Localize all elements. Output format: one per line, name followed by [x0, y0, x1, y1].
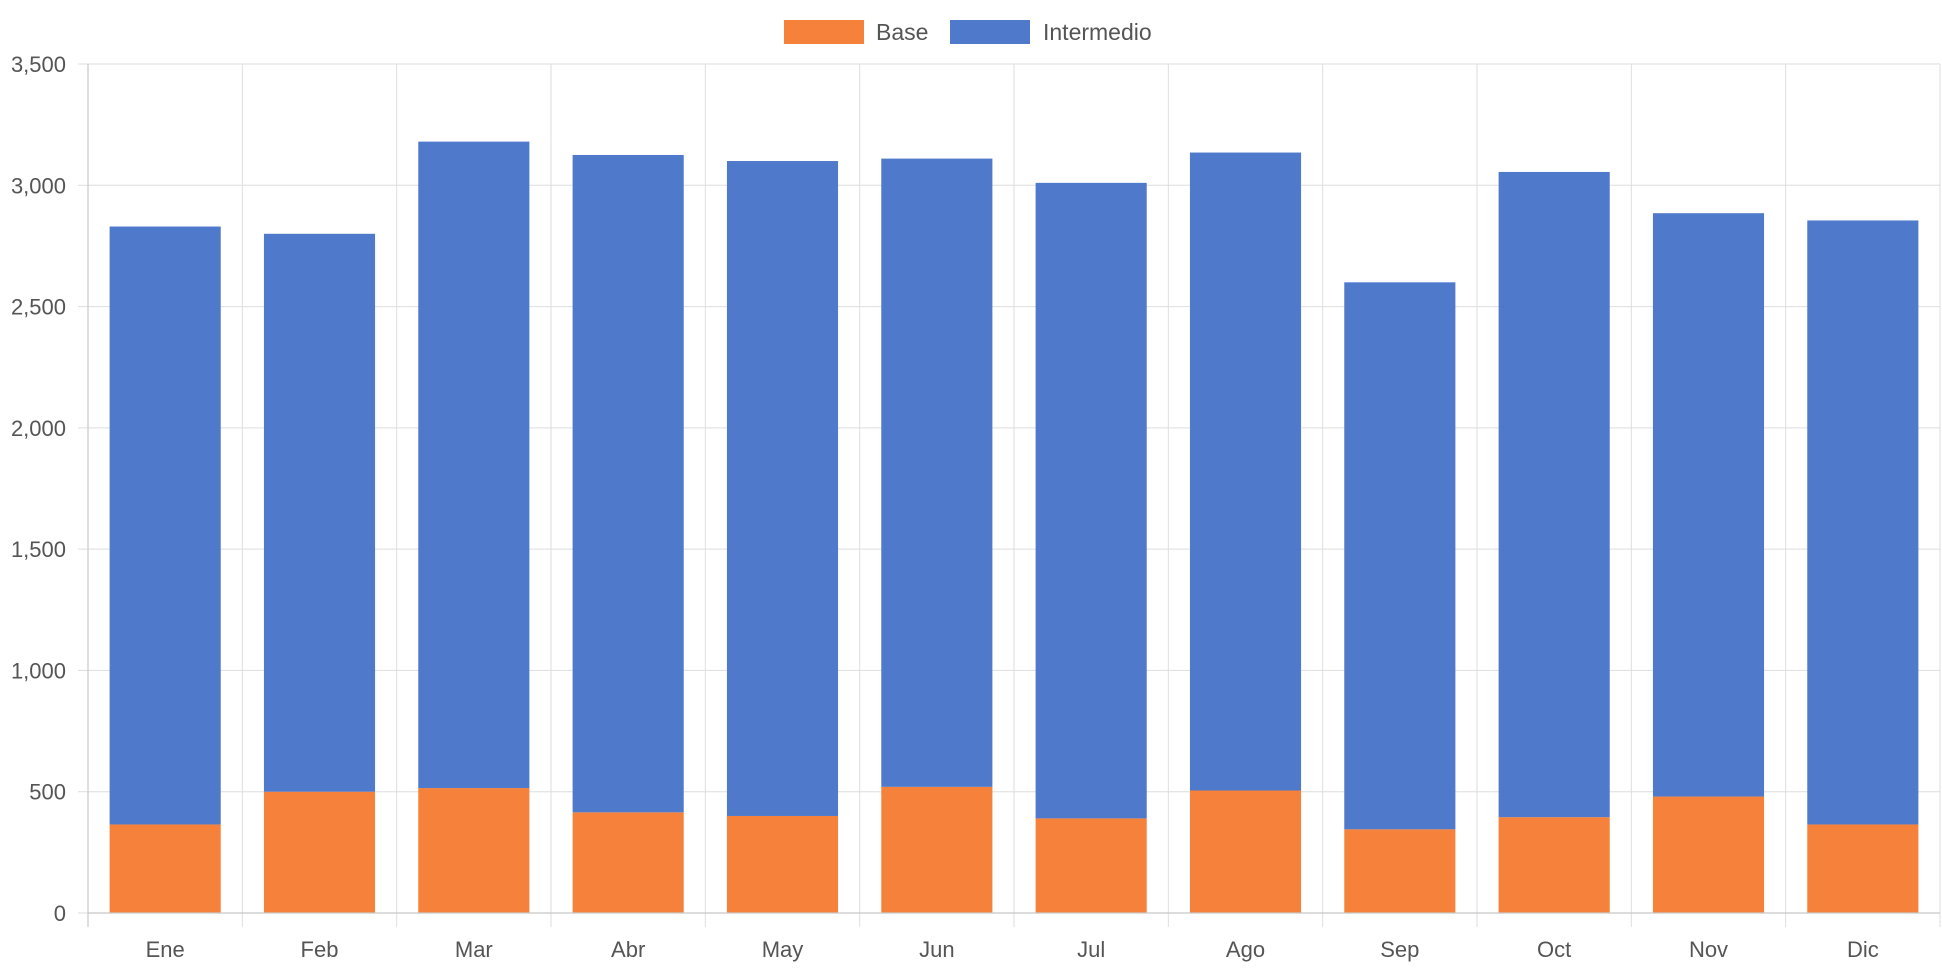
y-tick-label: 1,000 — [11, 658, 66, 683]
x-tick-label: Dic — [1847, 937, 1879, 962]
bar-intermedio-may[interactable] — [726, 161, 839, 816]
y-tick-label: 500 — [29, 780, 66, 805]
x-tick-label: Oct — [1537, 937, 1571, 962]
y-tick-label: 3,000 — [11, 173, 66, 198]
x-tick-label: Sep — [1380, 937, 1419, 962]
bar-base-ago[interactable] — [1189, 790, 1302, 913]
legend-label-intermedio[interactable]: Intermedio — [1043, 19, 1152, 45]
bar-intermedio-ene[interactable] — [109, 226, 221, 825]
bar-base-may[interactable] — [726, 815, 839, 913]
bar-intermedio-mar[interactable] — [418, 141, 530, 789]
y-tick-label: 2,500 — [11, 295, 66, 320]
x-axis-ticks: Ene Feb Mar Abr May Jun Jul Ago Sep Oct Nov Dic — [146, 937, 1879, 962]
bar-base-oct[interactable] — [1498, 817, 1610, 913]
bar-base-nov[interactable] — [1652, 796, 1765, 913]
bar-intermedio-jul[interactable] — [1035, 182, 1147, 819]
bar-intermedio-dic[interactable] — [1807, 220, 1919, 825]
x-tick-label: Feb — [301, 937, 339, 962]
legend: Base Intermedio — [784, 19, 1152, 45]
y-tick-label: 2,000 — [11, 416, 66, 441]
axes — [87, 64, 1940, 927]
bar-intermedio-sep[interactable] — [1344, 282, 1456, 830]
bar-intermedio-feb[interactable] — [263, 233, 376, 792]
x-tick-label: Ene — [146, 937, 185, 962]
bar-base-feb[interactable] — [263, 791, 376, 913]
bar-intermedio-nov[interactable] — [1652, 213, 1765, 797]
bar-intermedio-jun[interactable] — [881, 158, 993, 787]
bar-base-ene[interactable] — [109, 824, 221, 913]
bar-intermedio-abr[interactable] — [572, 154, 684, 813]
x-tick-label: Ago — [1226, 937, 1265, 962]
y-axis-ticks: 0 500 1,000 1,500 2,000 2,500 3,000 3,500 — [11, 52, 88, 926]
bars — [109, 141, 1919, 913]
legend-swatch-base[interactable] — [784, 20, 864, 44]
bar-intermedio-ago[interactable] — [1189, 152, 1302, 791]
bar-base-mar[interactable] — [418, 788, 530, 913]
x-tick-label: Abr — [611, 937, 645, 962]
y-tick-label: 3,500 — [11, 52, 66, 77]
x-tick-label: Jun — [919, 937, 954, 962]
gridlines — [87, 63, 1941, 927]
legend-swatch-intermedio[interactable] — [950, 20, 1030, 44]
x-tick-label: Jul — [1077, 937, 1105, 962]
bar-base-jun[interactable] — [881, 786, 993, 913]
x-tick-label: Nov — [1689, 937, 1728, 962]
bar-base-abr[interactable] — [572, 812, 684, 913]
legend-label-base[interactable]: Base — [876, 19, 928, 45]
x-tick-label: Mar — [455, 937, 493, 962]
x-tick-label: May — [762, 937, 804, 962]
bar-base-jul[interactable] — [1035, 818, 1147, 913]
y-tick-label: 1,500 — [11, 537, 66, 562]
y-tick-label: 0 — [54, 901, 66, 926]
bar-intermedio-oct[interactable] — [1498, 171, 1610, 818]
bar-base-dic[interactable] — [1807, 824, 1919, 913]
bar-base-sep[interactable] — [1344, 829, 1456, 913]
